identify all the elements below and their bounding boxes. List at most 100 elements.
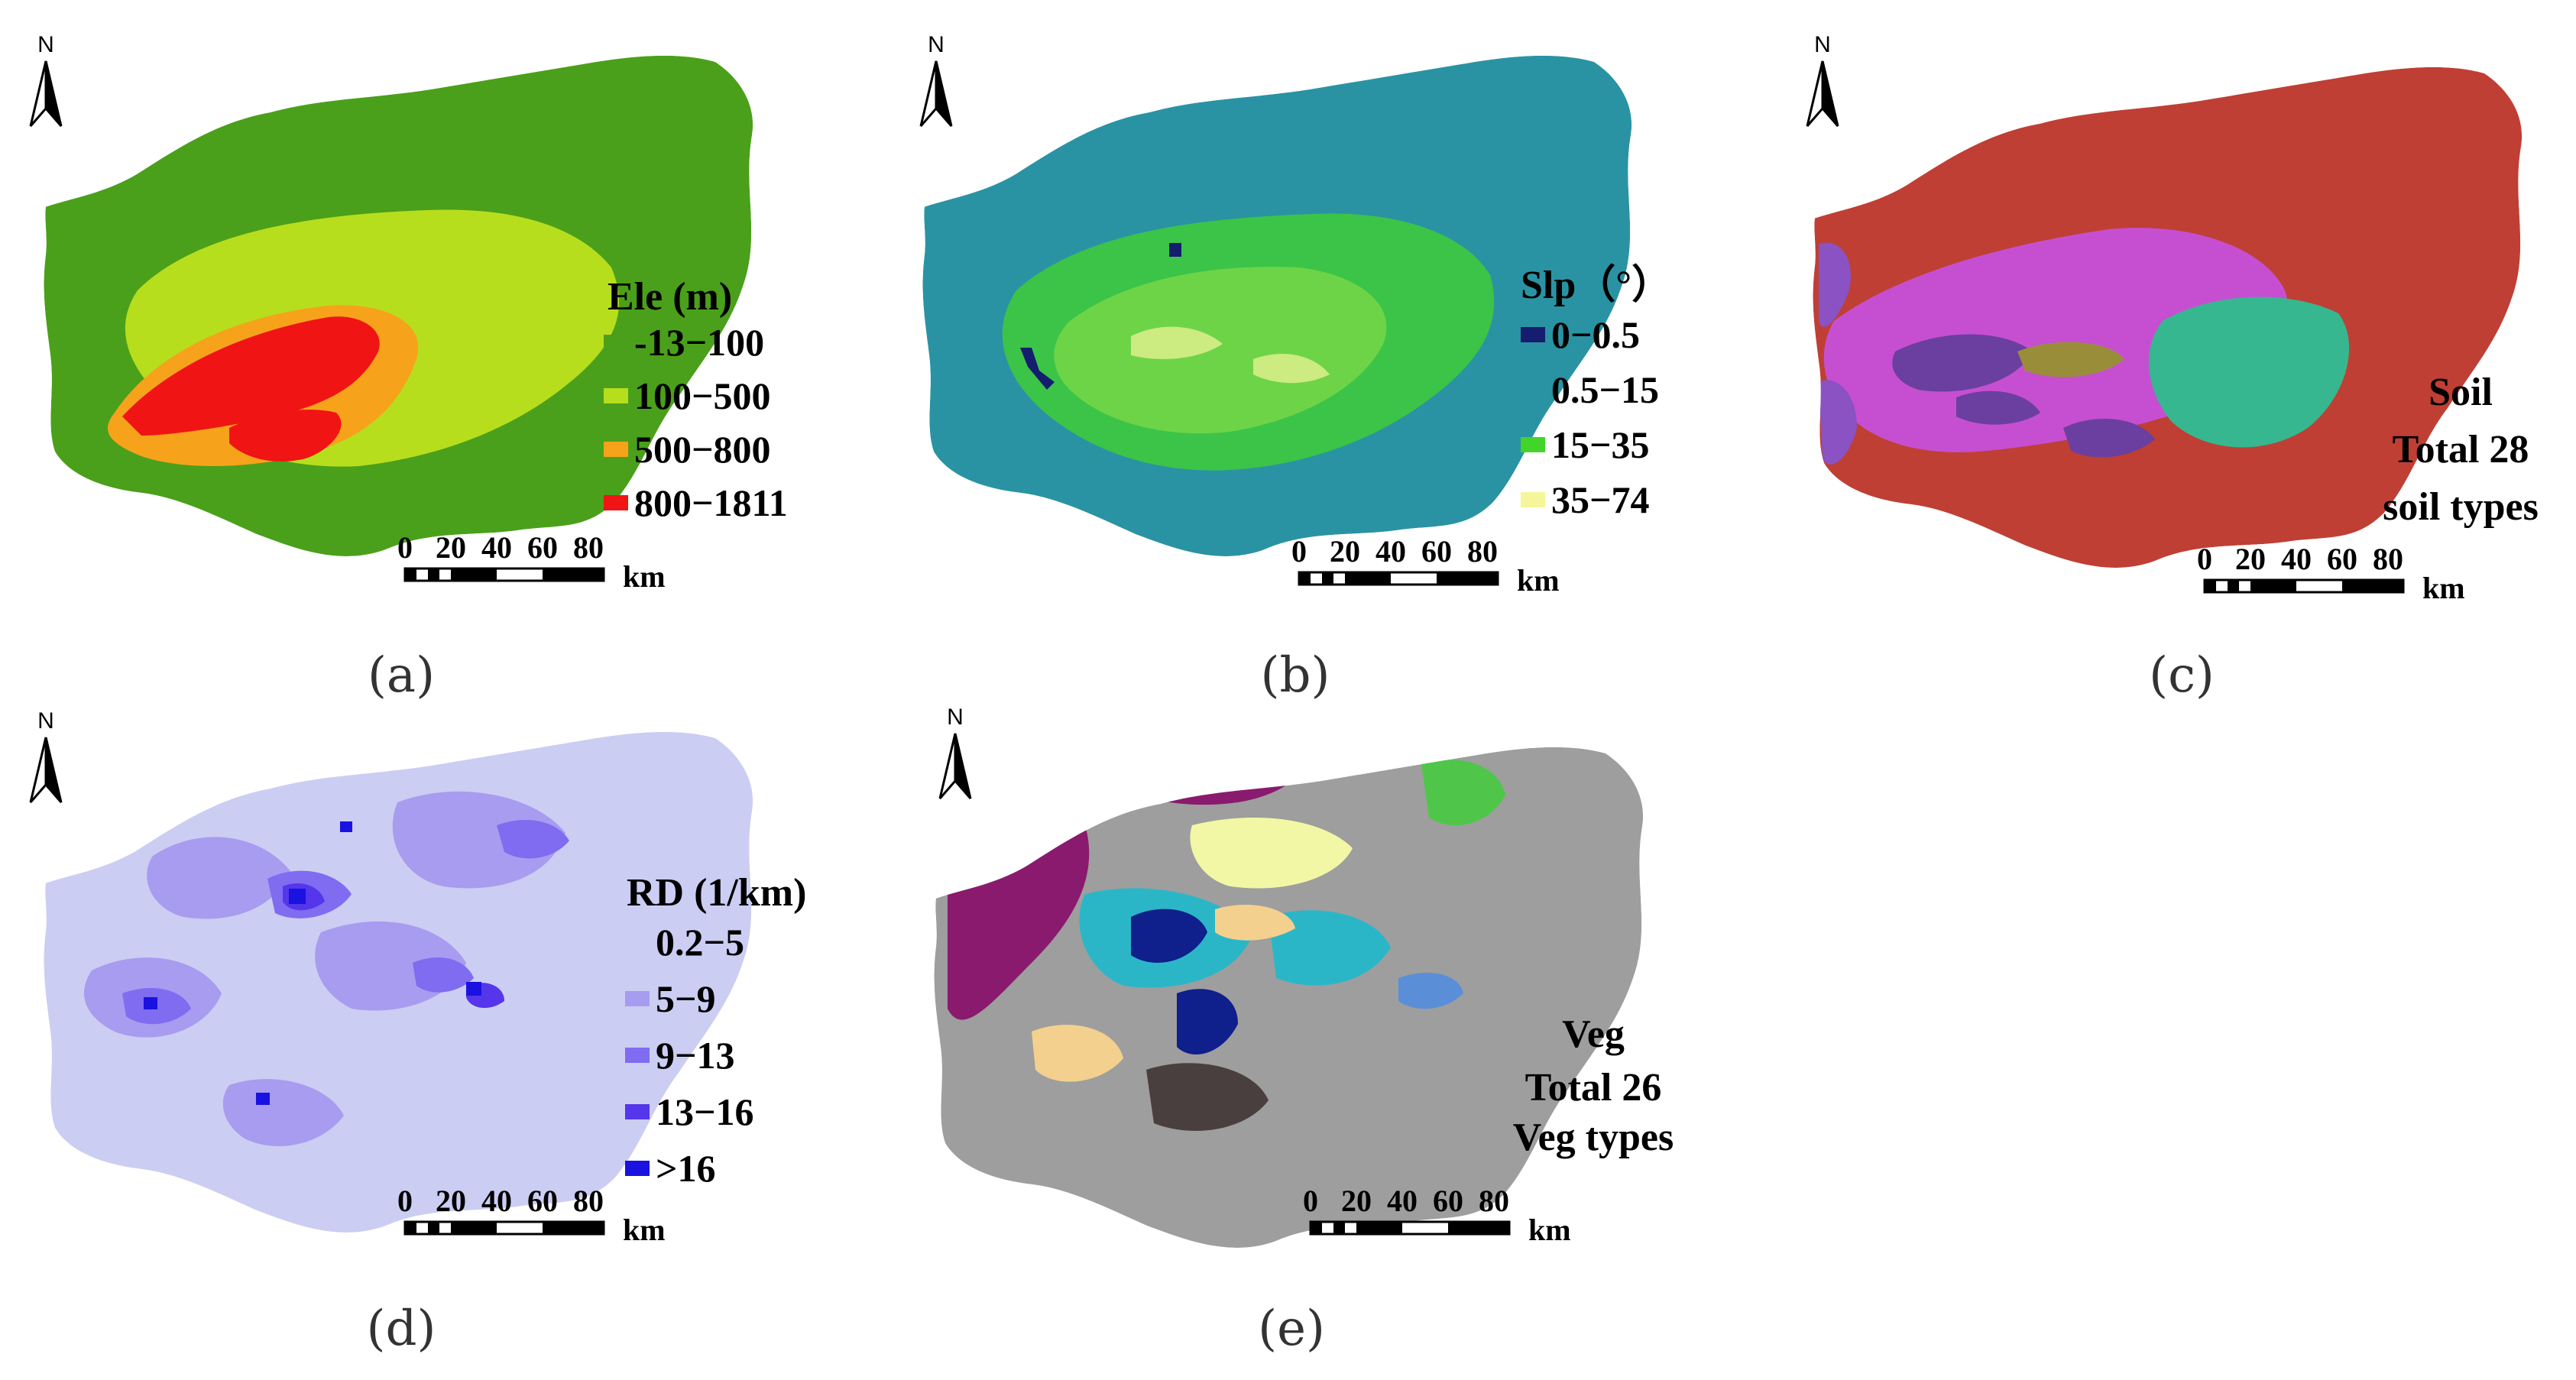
rd-class-3-area [497, 819, 569, 859]
legend-label: 35−74 [1551, 478, 1650, 521]
veg-type-area [1177, 989, 1238, 1054]
legend-label: 5−9 [656, 977, 716, 1020]
panel-label: (a) [368, 647, 435, 704]
veg-type-area [1269, 910, 1391, 986]
elevation-class-4-area [122, 316, 380, 436]
north-label: N [928, 32, 945, 57]
scale-tick-label: 40 [481, 1184, 512, 1218]
soil-type-area [1819, 380, 1857, 465]
slope-class-3-core [1054, 267, 1387, 434]
veg-type-area [1215, 905, 1295, 941]
scale-tick-label: 60 [1421, 534, 1452, 569]
legend-label: >16 [656, 1147, 716, 1190]
scale-tick-label: 60 [2327, 542, 2357, 576]
slope-class-4-area [1131, 326, 1223, 359]
scale-unit: km [623, 1213, 666, 1247]
veg-type-area [1375, 747, 1421, 763]
legend-title: Slp（°） [1521, 263, 1671, 307]
rd-class-5-patch [256, 1093, 270, 1105]
legend-swatch [625, 1161, 650, 1176]
north-label: N [37, 708, 54, 734]
legend-title: Ele (m) [608, 275, 732, 319]
legend-label: -13−100 [634, 321, 764, 364]
vegetation-map [934, 747, 1644, 1248]
note-line: soil types [2383, 485, 2539, 529]
scale-tick-label: 20 [436, 1184, 466, 1218]
scale-tick-label: 20 [436, 530, 466, 565]
note-line: Total 28 [2393, 428, 2529, 471]
panel-b: N Slp（°） 0−0.5 0.5−15 15−35 35−74 0 20 4… [919, 32, 1671, 704]
scale-tick-label: 60 [527, 530, 558, 565]
scale-tick-label: 60 [527, 1184, 558, 1218]
scale-tick-label: 80 [573, 530, 604, 565]
scale-tick-label: 0 [397, 1184, 413, 1218]
panel-label: (c) [2149, 647, 2215, 704]
slope-class-4-area [1253, 353, 1330, 384]
scale-tick-label: 20 [1341, 1184, 1372, 1218]
scale-tick-label: 80 [573, 1184, 604, 1218]
north-arrow-icon: N [919, 32, 953, 128]
veg-type-area [1131, 909, 1207, 963]
soil-type-area [1892, 334, 2033, 392]
panel-label: (d) [367, 1301, 436, 1357]
legend-label: 500−800 [634, 428, 771, 471]
slope-legend: Slp（°） 0−0.5 0.5−15 15−35 35−74 [1521, 263, 1671, 521]
legend-swatch [604, 335, 628, 350]
road-density-legend: RD (1/km) 0.2−5 5−9 9−13 13−16 >16 [625, 871, 806, 1190]
north-arrow-icon: N [29, 708, 63, 804]
soil-note: Soil Total 28 soil types [2383, 371, 2539, 529]
scale-tick-label: 20 [1330, 534, 1360, 569]
slope-map [922, 55, 1632, 556]
scale-tick-label: 0 [397, 530, 413, 565]
note-line: Veg types [1513, 1116, 1674, 1159]
scale-unit: km [623, 559, 666, 594]
scale-unit: km [2422, 571, 2465, 605]
scale-tick-label: 40 [481, 530, 512, 565]
rd-class-5-patch [466, 982, 481, 996]
veg-type-area [1421, 760, 1505, 825]
north-arrow-icon: N [1806, 32, 1839, 128]
north-label: N [37, 32, 54, 57]
north-arrow-icon: N [29, 32, 63, 128]
scale-tick-label: 0 [1303, 1184, 1318, 1218]
legend-swatch [625, 991, 650, 1006]
note-title: Soil [2429, 371, 2493, 414]
legend-swatch [1521, 492, 1545, 507]
note-title: Veg [1562, 1012, 1625, 1056]
legend-swatch [1521, 382, 1545, 397]
road-density-map [44, 731, 753, 1233]
legend-label: 100−500 [634, 374, 771, 417]
scale-tick-label: 0 [2197, 542, 2212, 576]
legend-swatch [625, 935, 650, 950]
scale-unit: km [1528, 1213, 1571, 1247]
rd-class-2-area [392, 791, 565, 889]
soil-type-area [1819, 242, 1851, 327]
scale-bar: 0 20 40 60 80 km [397, 530, 666, 594]
scale-tick-label: 80 [1467, 534, 1498, 569]
legend-label: 0.5−15 [1551, 368, 1659, 411]
scale-bar: 0 20 40 60 80 km [397, 1184, 666, 1247]
rd-class-2-area [222, 1079, 344, 1146]
soil-type-area [2063, 419, 2155, 458]
scale-bar: 0 20 40 60 80 km [2197, 542, 2465, 605]
rd-class-3-area [413, 957, 474, 993]
north-label: N [1814, 32, 1831, 57]
north-arrow-icon: N [938, 705, 972, 800]
veg-type-area [1146, 1063, 1269, 1131]
legend-label: 13−16 [656, 1090, 754, 1133]
soil-map [1813, 66, 2523, 568]
panel-d: N RD (1/km) 0.2−5 5−9 [29, 708, 806, 1357]
scale-tick-label: 80 [2373, 542, 2403, 576]
elevation-class-4-patch [229, 410, 342, 462]
rd-class-5-patch [144, 997, 157, 1009]
elevation-map [44, 55, 753, 556]
elevation-legend: Ele (m) -13−100 100−500 500−800 800−1811 [604, 275, 788, 524]
rd-class-5-patch [289, 889, 306, 904]
vegetation-note: Veg Total 26 Veg types [1513, 1012, 1674, 1159]
scale-tick-label: 40 [1387, 1184, 1418, 1218]
rd-class-2-area [147, 837, 290, 919]
panel-c: N Soil Total 28 soil types 0 20 40 60 80 [1806, 32, 2539, 704]
panel-e: N Veg Total 26 Veg types 0 20 40 [934, 705, 1674, 1357]
legend-title: RD (1/km) [627, 871, 806, 915]
